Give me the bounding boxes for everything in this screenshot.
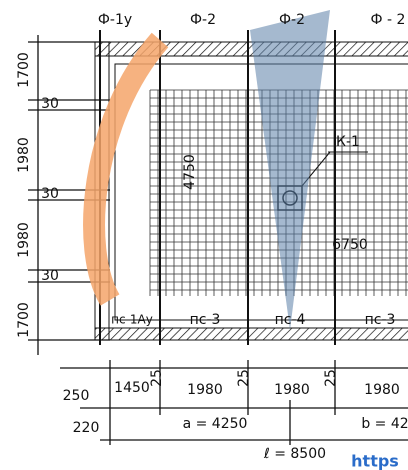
dim-label: 25 [236,369,252,387]
watermark-text: https [351,452,399,470]
dim-label: 30 [41,268,59,284]
dim-label: 30 [41,186,59,202]
dim-label: 25 [149,369,165,387]
dim-label: 1980 [187,382,223,398]
dim-label: b = 42 [361,416,408,432]
dim-label: 6750 [332,237,368,253]
axis-label: Ф-2 [190,12,216,28]
dim-label: 250 [63,388,90,404]
node-label: К-1 [336,134,360,150]
dim-label: 1980 [16,222,32,258]
dim-label: 1450 [114,380,150,396]
watermark-shape [250,10,330,330]
dim-label: 1700 [16,302,32,338]
dim-label: ℓ = 8500 [263,446,326,462]
axis-label: Ф-1у [98,12,132,28]
dim-label: 1980 [274,382,310,398]
axis-label: Ф - 2 [371,12,406,28]
dim-label: 1980 [364,382,400,398]
dim-label: 1980 [16,137,32,173]
dim-label: 25 [323,369,339,387]
slab-label: пс-1Ау [111,313,153,327]
watermark-shape [83,32,169,306]
wall [94,327,408,341]
axis-label: Ф-2 [279,12,305,28]
dim-label: 4750 [182,154,198,190]
dim-label: a = 4250 [183,416,248,432]
axis-lines [99,30,336,345]
dim-label: 30 [41,96,59,112]
slab-label: пс-4 [275,312,306,328]
slab-label: пс-3 [190,312,221,328]
dim-label: 220 [73,420,100,436]
dim-label: 1700 [16,52,32,88]
dimension-lines [28,35,408,445]
slab-label: пс-3 [365,312,396,328]
